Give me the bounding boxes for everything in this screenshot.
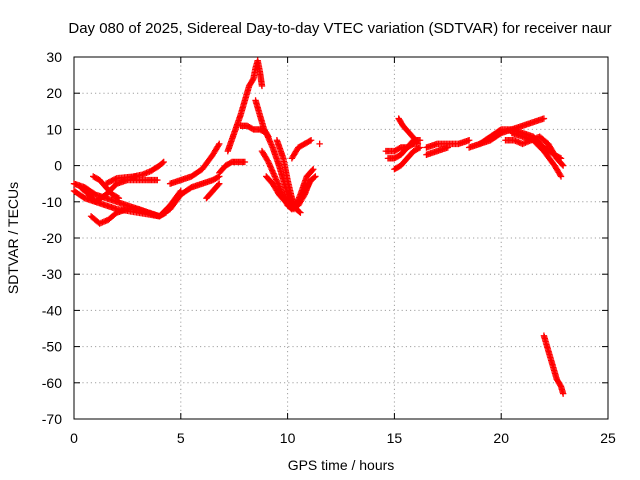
data-point: [296, 208, 303, 215]
y-tick-label: 30: [46, 49, 62, 65]
series-arc-22: [391, 144, 424, 173]
data-point: [216, 140, 223, 148]
data-point: [310, 166, 317, 173]
y-tick-label: -50: [42, 339, 62, 355]
series-arc-27: [502, 133, 567, 169]
series-arc-23: [423, 137, 473, 151]
data-point: [557, 171, 564, 179]
data-point: [215, 142, 222, 149]
y-tick-label: -40: [42, 302, 62, 318]
x-axis-label: GPS time / hours: [288, 457, 395, 473]
y-tick-label: -30: [42, 266, 62, 282]
series-arc-8: [166, 140, 223, 187]
data-point: [307, 137, 315, 144]
data-point: [309, 167, 316, 174]
x-tick-label: 5: [177, 430, 185, 446]
data-point: [215, 181, 222, 188]
data-point: [415, 145, 422, 152]
x-tick-label: 10: [280, 430, 296, 446]
data-point: [214, 173, 222, 181]
y-tick-label: 0: [54, 158, 62, 174]
data-point: [444, 144, 451, 151]
series-arc-29: [540, 332, 567, 397]
data-point: [115, 194, 123, 202]
data-point: [305, 180, 313, 187]
data-point: [312, 173, 319, 180]
data-point: [241, 158, 249, 166]
data-point: [557, 173, 565, 180]
y-tick-label: -60: [42, 375, 62, 391]
grid-lines: [74, 57, 608, 419]
data-point: [412, 137, 419, 144]
y-tick-label: -20: [42, 230, 62, 246]
x-tick-label: 0: [70, 430, 78, 446]
data-point: [540, 115, 548, 122]
series-arc-9: [203, 180, 223, 202]
data-point: [264, 157, 271, 164]
data-point: [258, 82, 266, 90]
data-point: [177, 187, 184, 195]
x-tick-label: 25: [600, 430, 616, 446]
series-arc-11: [224, 57, 266, 155]
series-arc-3: [87, 187, 184, 227]
data-point: [159, 159, 166, 167]
data-point: [176, 188, 184, 196]
data-point: [154, 176, 161, 184]
axes-ticks: 0 5 10 15 20 25 30 20 10 0 -10 -20 -30 -40 -50 -60 -70: [42, 49, 616, 446]
data-points: [70, 57, 567, 397]
y-tick-label: -70: [42, 411, 62, 427]
series-arc-15: [263, 173, 313, 213]
y-axis-label: SDTVAR / TECUs: [5, 182, 21, 294]
series-arc-18: [316, 140, 323, 148]
data-point: [559, 162, 567, 169]
data-point: [112, 175, 119, 183]
y-tick-label: 20: [46, 85, 62, 101]
data-point: [114, 194, 121, 201]
data-point: [160, 158, 167, 166]
data-point: [306, 137, 314, 145]
data-point: [559, 161, 566, 168]
series-arc-16: [273, 137, 304, 216]
x-tick-label: 20: [493, 430, 509, 446]
series-arc-4: [77, 176, 161, 205]
x-tick-label: 15: [387, 430, 403, 446]
series-arc-6: [130, 158, 167, 180]
series-arc-17: [288, 137, 315, 162]
data-point: [416, 144, 424, 151]
series-arc-7: [90, 173, 123, 202]
data-point: [559, 390, 567, 397]
y-tick-label: 10: [46, 121, 62, 137]
data-point: [297, 209, 304, 216]
y-tick-label: -10: [42, 194, 62, 210]
series-arc-24: [423, 144, 451, 158]
data-point: [311, 174, 318, 181]
series-arc-10: [216, 158, 249, 177]
data-point: [316, 140, 323, 148]
chart-title: Day 080 of 2025, Sidereal Day-to-day VTE…: [68, 20, 611, 37]
series-arc-28: [508, 129, 565, 180]
series-arc-21: [395, 115, 419, 144]
data-point: [411, 136, 419, 143]
data-point: [465, 137, 473, 144]
data-point: [216, 180, 223, 187]
